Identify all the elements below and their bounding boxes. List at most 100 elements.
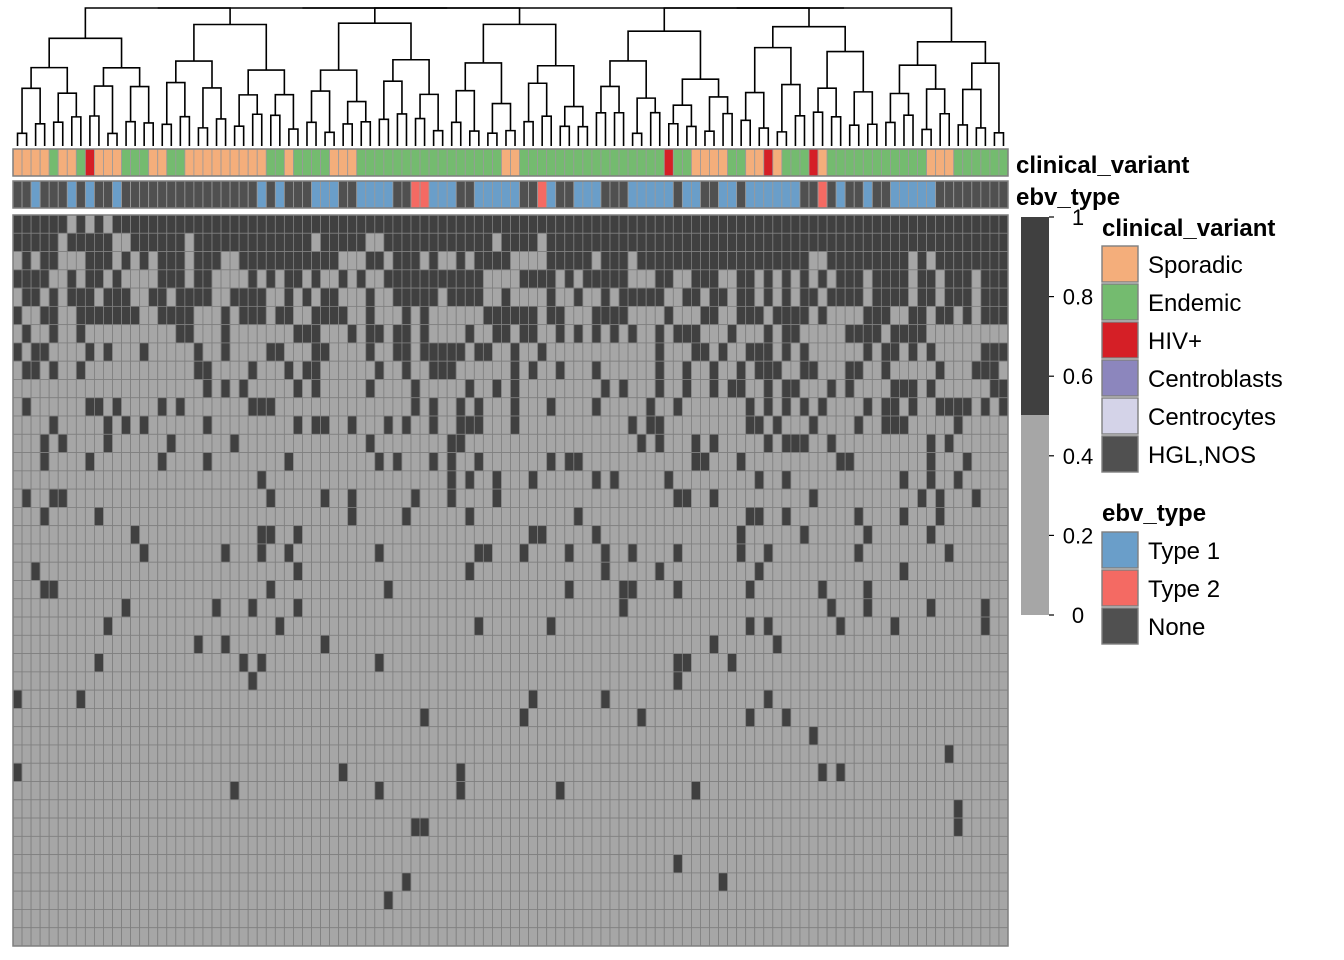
heatmap-cell	[672, 689, 683, 709]
heatmap-cell	[30, 287, 41, 307]
clinical-variant-legend-label: Endemic	[1148, 290, 1241, 317]
heatmap-cell	[220, 287, 231, 307]
heatmap-cell	[446, 251, 457, 271]
heatmap-cell	[383, 781, 394, 801]
heatmap-cell	[374, 744, 385, 764]
heatmap-cell	[700, 799, 710, 819]
heatmap-cell	[953, 452, 964, 472]
heatmap-cell	[311, 653, 321, 673]
heatmap-cell	[21, 653, 32, 673]
heatmap-cell	[926, 415, 937, 435]
heatmap-cell	[66, 726, 77, 746]
heatmap-cell	[293, 580, 303, 600]
heatmap-cell	[953, 251, 964, 271]
clinical-variant-annotation-track	[12, 148, 1009, 177]
heatmap-cell	[166, 360, 177, 380]
heatmap-cell	[709, 653, 719, 673]
heatmap-cell	[265, 305, 276, 326]
heatmap-cell	[130, 689, 141, 709]
heatmap-cell	[908, 433, 918, 453]
heatmap-cell	[555, 324, 566, 344]
heatmap-cell	[709, 506, 719, 527]
heatmap-cell	[365, 689, 376, 709]
heatmap-cell	[636, 397, 647, 417]
heatmap-cell	[473, 909, 484, 929]
heatmap-cell	[12, 214, 23, 234]
heatmap-cell	[944, 744, 955, 764]
heatmap-cell	[989, 799, 1000, 819]
heatmap-cell	[772, 744, 783, 764]
heatmap-cell	[654, 305, 665, 326]
heatmap-cell	[446, 854, 457, 874]
heatmap-cell	[121, 598, 131, 618]
heatmap-cell	[356, 543, 367, 563]
heatmap-cell	[618, 269, 629, 289]
heatmap-cell	[591, 488, 602, 508]
heatmap-cell	[672, 397, 683, 417]
heatmap-cell	[202, 616, 213, 636]
heatmap-cell	[374, 251, 385, 271]
ebv-type-cell	[383, 180, 394, 209]
clinical-variant-cell	[112, 148, 122, 177]
heatmap-cell	[365, 854, 376, 874]
heatmap-cell	[410, 835, 421, 856]
heatmap-cell	[754, 744, 765, 764]
clinical-variant-cell	[419, 148, 430, 177]
heatmap-cell	[66, 397, 77, 417]
heatmap-cell	[564, 689, 575, 709]
clinical-variant-cell	[890, 148, 900, 177]
heatmap-cell	[962, 781, 973, 801]
heatmap-cell	[862, 470, 873, 490]
heatmap-cell	[663, 525, 674, 545]
heatmap-cell	[166, 543, 177, 563]
heatmap-cell	[627, 689, 638, 709]
heatmap-cell	[582, 232, 593, 252]
heatmap-cell	[528, 872, 539, 892]
heatmap-cell	[39, 269, 50, 289]
heatmap-cell	[935, 397, 946, 417]
heatmap-cell	[573, 324, 584, 344]
heatmap-cell	[157, 817, 168, 837]
heatmap-cell	[880, 799, 891, 819]
heatmap-cell	[627, 488, 638, 508]
heatmap-cell	[84, 287, 95, 307]
dendrogram-branch	[57, 92, 78, 123]
heatmap-cell	[781, 762, 792, 782]
ebv-type-cell	[817, 180, 828, 209]
heatmap-cell	[546, 452, 557, 472]
heatmap-cell	[772, 470, 783, 490]
heatmap-cell	[709, 214, 719, 234]
heatmap-cell	[808, 561, 819, 581]
heatmap-cell	[835, 744, 846, 764]
heatmap-cell	[94, 616, 104, 636]
heatmap-cell	[48, 726, 59, 746]
heatmap-cell	[283, 890, 294, 910]
heatmap-cell	[57, 653, 68, 673]
heatmap-cell	[980, 251, 991, 271]
heatmap-cell	[464, 232, 475, 252]
heatmap-cell	[139, 214, 150, 234]
heatmap-cell	[211, 671, 222, 691]
heatmap-cell	[944, 909, 955, 929]
heatmap-cell	[338, 269, 349, 289]
heatmap-cell	[48, 305, 59, 326]
heatmap-cell	[880, 909, 891, 929]
heatmap-cell	[157, 616, 168, 636]
heatmap-cell	[844, 415, 855, 435]
heatmap-cell	[853, 854, 864, 874]
heatmap-cell	[492, 251, 502, 271]
heatmap-cell	[980, 415, 991, 435]
dendrogram-branch	[758, 127, 770, 146]
heatmap-cell	[211, 872, 222, 892]
heatmap-cell	[600, 653, 611, 673]
heatmap-cell	[763, 890, 774, 910]
heatmap-cell	[573, 397, 584, 417]
heatmap-cell	[383, 616, 394, 636]
heatmap-cell	[672, 287, 683, 307]
heatmap-cell	[763, 580, 774, 600]
heatmap-cell	[428, 762, 439, 782]
heatmap-cell	[627, 232, 638, 252]
heatmap-cell	[645, 744, 656, 764]
dendrogram-branch	[238, 94, 259, 127]
heatmap-cell	[862, 214, 873, 234]
